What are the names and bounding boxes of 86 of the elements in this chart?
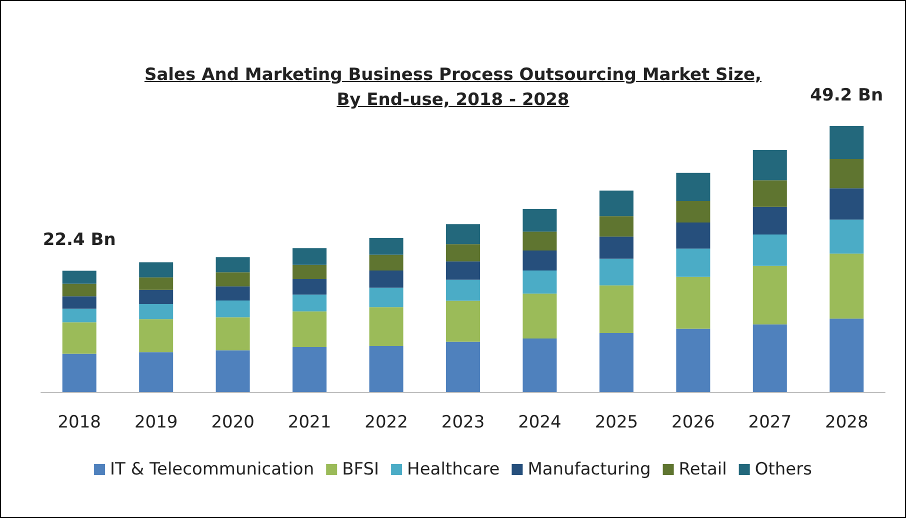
x-tick-label: 2021 (288, 412, 332, 432)
x-tick-label: 2022 (364, 412, 408, 432)
bar (830, 220, 864, 254)
bar (599, 216, 634, 237)
bar (676, 248, 710, 277)
x-tick-label: 2024 (518, 412, 562, 432)
bar (292, 294, 327, 312)
bar (830, 254, 864, 319)
bar (216, 317, 250, 350)
bar (292, 248, 327, 265)
bar (369, 270, 404, 288)
bar (522, 270, 557, 294)
bar (522, 294, 557, 339)
bar (676, 328, 710, 392)
bar (599, 285, 634, 333)
bar (62, 296, 96, 309)
bar (139, 290, 174, 304)
bar (752, 324, 787, 392)
bar (216, 257, 250, 272)
annotation: 49.2 Bn (810, 86, 884, 106)
bar (62, 284, 96, 296)
bar (676, 172, 710, 202)
bar (62, 322, 96, 354)
bar (599, 332, 634, 392)
bar (522, 250, 557, 270)
chart-title: Sales And Marketing Business Process Outsourcing Market Size, By End-use, 2018 - 2028 (144, 65, 762, 110)
bar (446, 342, 480, 392)
bar (369, 238, 404, 255)
annotation: 22.4 Bn (42, 230, 116, 250)
bar (139, 262, 174, 278)
legend-label: Healthcare (407, 460, 500, 480)
legend-label: Retail (678, 460, 727, 480)
bar (830, 318, 864, 392)
bar (369, 288, 404, 308)
bar (62, 270, 96, 284)
bar (216, 350, 250, 392)
bar (752, 234, 787, 266)
bar (216, 286, 250, 300)
bar (752, 206, 787, 235)
bar (522, 208, 557, 232)
bar (599, 190, 634, 216)
bar (216, 300, 250, 318)
bar (62, 308, 96, 322)
bar (292, 278, 327, 295)
bar (369, 307, 404, 346)
bar (139, 304, 174, 320)
bar (752, 266, 787, 324)
bar (830, 126, 864, 159)
bar (676, 276, 710, 329)
bar (676, 201, 710, 223)
bar (676, 222, 710, 249)
bar (216, 272, 250, 286)
x-tick-label: 2028 (825, 412, 868, 432)
legend-label: IT & Telecommunication (110, 460, 314, 480)
bar (830, 188, 864, 220)
bar (752, 180, 787, 207)
x-tick-label: 2018 (58, 412, 101, 432)
bar (446, 244, 480, 262)
legend-label: BFSI (342, 460, 380, 480)
legend-label: Manufacturing (528, 460, 651, 480)
bar (139, 277, 174, 290)
legend-label: Others (754, 460, 812, 480)
bar (752, 150, 787, 180)
bar (369, 346, 404, 392)
bar (139, 352, 174, 392)
bar (599, 236, 634, 259)
x-tick-label: 2019 (134, 412, 178, 432)
x-tick-label: 2023 (441, 412, 485, 432)
bar (522, 232, 557, 250)
x-tick-label: 2025 (594, 412, 638, 432)
bar (446, 224, 480, 244)
x-tick-label: 2027 (748, 412, 792, 432)
bar (599, 258, 634, 286)
bar (292, 347, 327, 392)
bar (446, 280, 480, 301)
bar (292, 264, 327, 279)
bar (446, 300, 480, 342)
bar (62, 354, 96, 392)
bar (522, 338, 557, 392)
bar (830, 158, 864, 188)
bar (292, 311, 327, 348)
x-tick-label: 2020 (211, 412, 254, 432)
x-tick-label: 2026 (672, 412, 715, 432)
bar (369, 254, 404, 270)
bar (446, 261, 480, 280)
bar (139, 319, 174, 352)
